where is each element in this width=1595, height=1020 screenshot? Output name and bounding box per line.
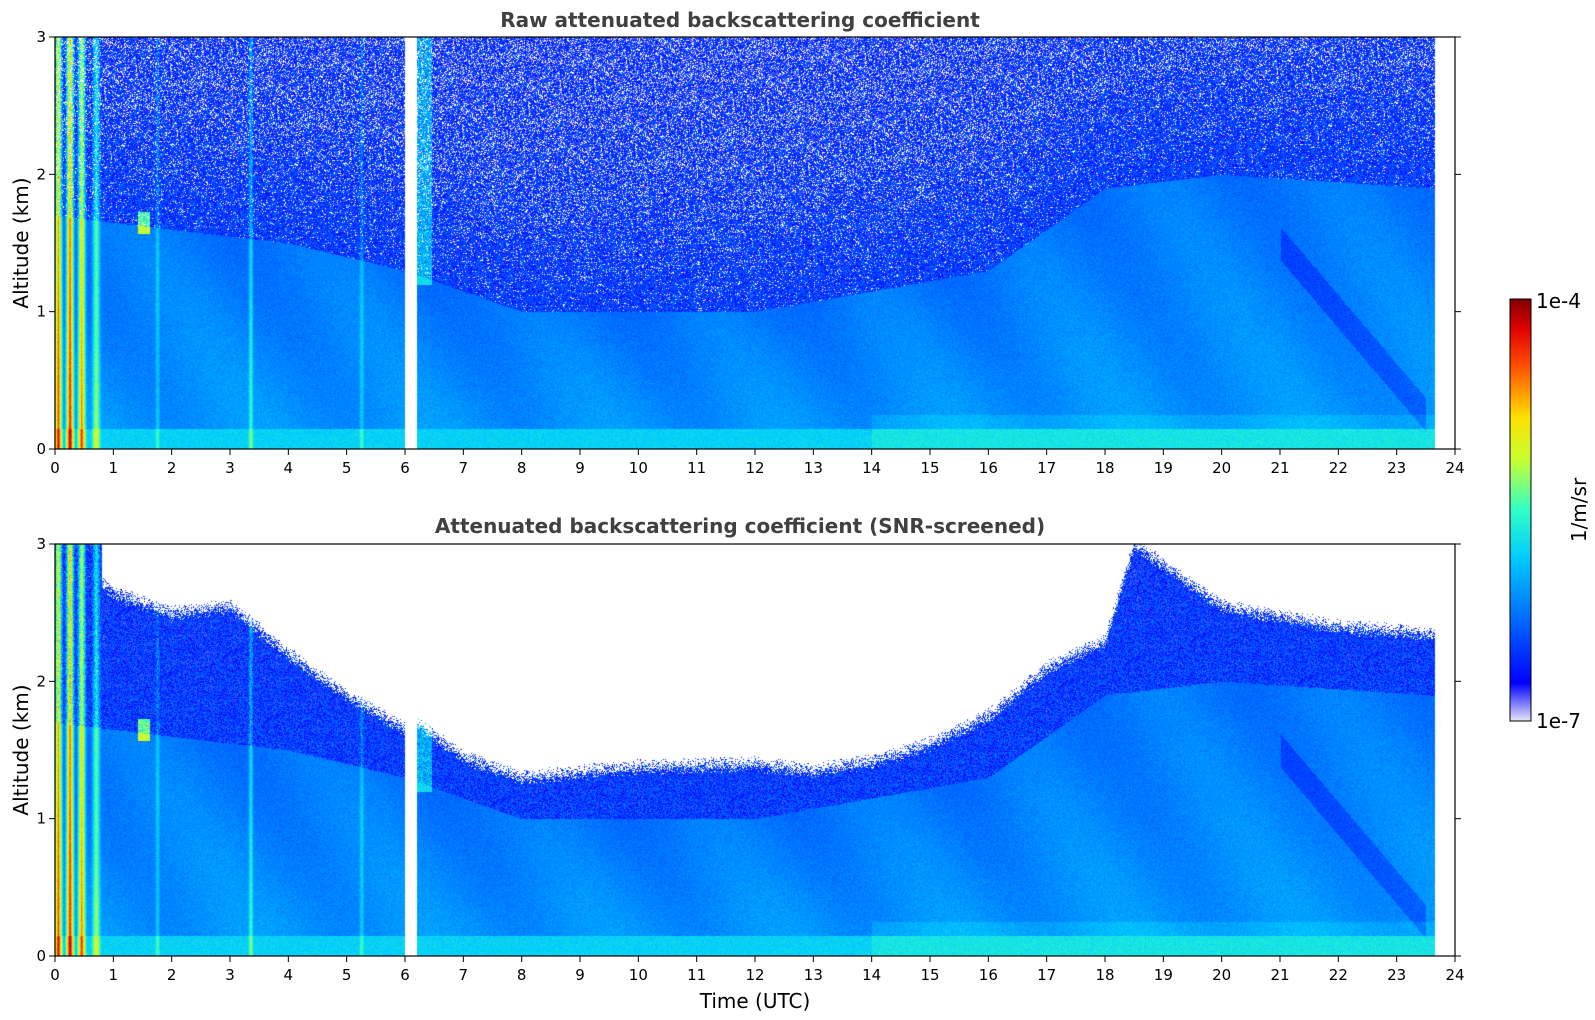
x-tick-label: 18	[1095, 459, 1114, 477]
panel-raw-x-ticks: 0 1 2 3 4 5 6 7 8 9 10 11 12 13 14 15 16 17 18 19 20 21 22 23 24	[50, 449, 1465, 477]
panel-screened: Attenuated backscattering coefficient (S…	[9, 514, 1465, 1013]
x-tick-label: 5	[342, 459, 352, 477]
x-tick-label: 21	[1270, 966, 1289, 984]
x-tick-label: 22	[1329, 459, 1348, 477]
x-tick-label: 9	[575, 459, 585, 477]
x-tick-label: 16	[979, 459, 998, 477]
y-tick-label: 3	[36, 535, 46, 553]
colorbar-gradient	[1509, 298, 1532, 722]
x-tick-label: 12	[745, 459, 764, 477]
x-tick-label: 12	[745, 966, 764, 984]
x-tick-label: 16	[979, 966, 998, 984]
x-tick-label: 21	[1270, 459, 1289, 477]
panel-screened-y-ticks: 0 1 2 3	[36, 535, 1461, 965]
y-tick-label: 2	[36, 672, 46, 690]
x-tick-label: 8	[517, 966, 527, 984]
y-tick-label: 3	[36, 28, 46, 46]
panel-raw-heatmap-canvas-holder	[55, 37, 1455, 449]
x-tick-label: 2	[167, 966, 177, 984]
x-tick-label: 10	[629, 459, 648, 477]
x-tick-label: 14	[862, 966, 881, 984]
x-tick-label: 7	[459, 966, 469, 984]
x-tick-label: 6	[400, 459, 410, 477]
x-tick-label: 3	[225, 966, 235, 984]
x-tick-label: 19	[1154, 459, 1173, 477]
panel-screened-title: Attenuated backscattering coefficient (S…	[435, 514, 1045, 538]
panel-screened-x-ticks: 0 1 2 3 4 5 6 7 8 9 10 11 12 13 14 15 16 17 18 19 20 21 22 23 24	[50, 956, 1465, 984]
x-tick-label: 24	[1445, 459, 1464, 477]
y-tick-label: 2	[36, 165, 46, 183]
x-tick-label: 6	[400, 966, 410, 984]
x-tick-label: 23	[1387, 459, 1406, 477]
colorbar-min-label: 1e-7	[1536, 709, 1581, 733]
x-tick-label: 20	[1212, 459, 1231, 477]
x-tick-label: 11	[687, 459, 706, 477]
panel-raw: Raw attenuated backscattering coefficien…	[9, 8, 1465, 477]
panel-raw-y-ticks: 0 1 2 3	[36, 28, 1461, 458]
x-tick-label: 0	[50, 459, 60, 477]
x-tick-label: 18	[1095, 966, 1114, 984]
y-tick-label: 0	[36, 947, 46, 965]
x-tick-label: 3	[225, 459, 235, 477]
x-tick-label: 1	[109, 966, 119, 984]
panel-screened-heatmap-canvas-holder	[55, 544, 1455, 956]
y-tick-label: 0	[36, 440, 46, 458]
x-tick-label: 8	[517, 459, 527, 477]
x-tick-label: 2	[167, 459, 177, 477]
x-tick-label: 11	[687, 966, 706, 984]
x-tick-label: 4	[284, 966, 294, 984]
x-tick-label: 14	[862, 459, 881, 477]
y-tick-label: 1	[36, 303, 46, 321]
colorbar: 1e-4 1e-7 1/m/sr	[1509, 289, 1591, 733]
panel-raw-title: Raw attenuated backscattering coefficien…	[500, 8, 980, 32]
x-tick-label: 17	[1037, 966, 1056, 984]
x-tick-label: 13	[804, 459, 823, 477]
panel-screened-xlabel: Time (UTC)	[699, 989, 811, 1013]
x-tick-label: 9	[575, 966, 585, 984]
x-tick-label: 23	[1387, 966, 1406, 984]
colorbar-max-label: 1e-4	[1536, 289, 1581, 313]
colorbar-unit-label: 1/m/sr	[1567, 477, 1591, 542]
x-tick-label: 4	[284, 459, 294, 477]
x-tick-label: 5	[342, 966, 352, 984]
x-tick-label: 13	[804, 966, 823, 984]
x-tick-label: 7	[459, 459, 469, 477]
x-tick-label: 24	[1445, 966, 1464, 984]
x-tick-label: 19	[1154, 966, 1173, 984]
x-tick-label: 22	[1329, 966, 1348, 984]
panel-raw-ylabel: Altitude (km)	[9, 177, 33, 308]
x-tick-label: 17	[1037, 459, 1056, 477]
x-tick-label: 15	[920, 459, 939, 477]
x-tick-label: 20	[1212, 966, 1231, 984]
x-tick-label: 1	[109, 459, 119, 477]
panel-screened-ylabel: Altitude (km)	[9, 684, 33, 815]
y-tick-label: 1	[36, 810, 46, 828]
x-tick-label: 15	[920, 966, 939, 984]
x-tick-label: 0	[50, 966, 60, 984]
x-tick-label: 10	[629, 966, 648, 984]
